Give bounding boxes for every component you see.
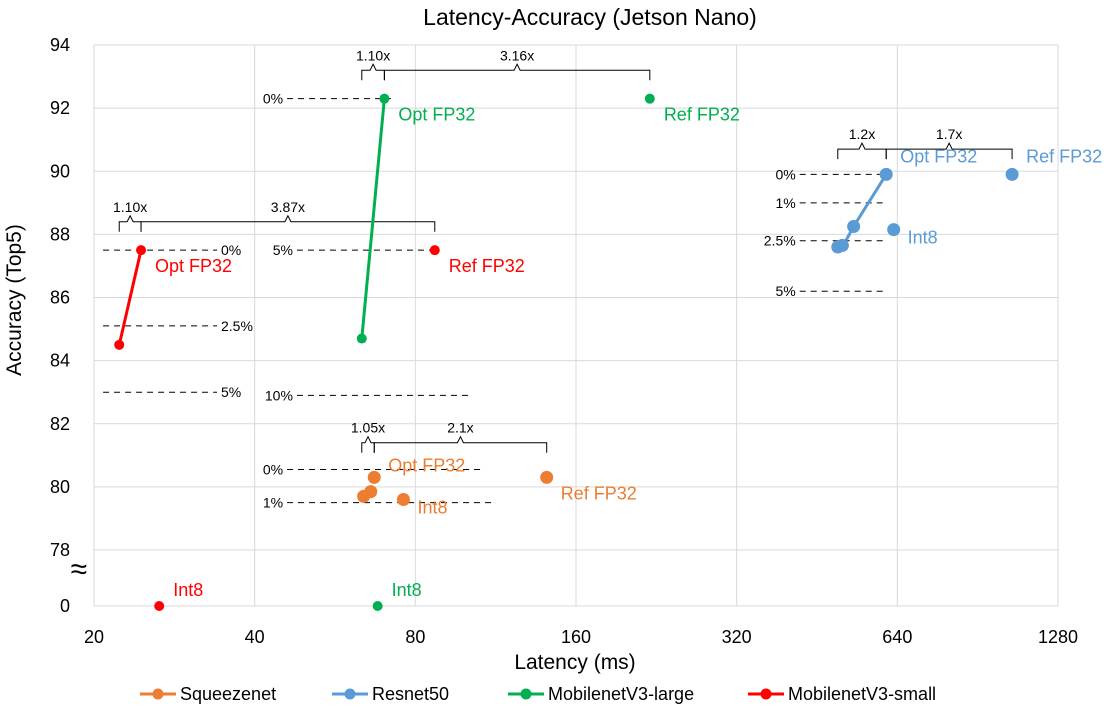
speedup-brace bbox=[885, 142, 1013, 160]
threshold-label: 2.5% bbox=[764, 233, 796, 249]
threshold-label: 0% bbox=[221, 242, 241, 258]
speedup-brace bbox=[361, 435, 375, 453]
y-tick-label: 80 bbox=[50, 477, 70, 497]
threshold-label: 0% bbox=[263, 462, 283, 478]
y-tick-label: 92 bbox=[50, 98, 70, 118]
y-axis-label: Accuracy (Top5) bbox=[3, 224, 26, 376]
point-label: Int8 bbox=[417, 498, 447, 518]
resnet50-point bbox=[1005, 167, 1019, 181]
x-tick-label: 640 bbox=[882, 627, 912, 647]
x-axis-label: Latency (ms) bbox=[514, 651, 635, 674]
x-tick-label: 160 bbox=[561, 627, 591, 647]
y-tick-label: 78 bbox=[50, 540, 70, 560]
speedup-brace bbox=[383, 63, 651, 81]
y-tick-label: 82 bbox=[50, 414, 70, 434]
speedup-brace bbox=[118, 214, 142, 232]
point-label: Ref FP32 bbox=[1026, 146, 1102, 166]
mobilenetv3-large-point bbox=[356, 333, 367, 344]
chart-title: Latency-Accuracy (Jetson Nano) bbox=[423, 4, 757, 30]
threshold-label: 0% bbox=[775, 166, 795, 182]
point-label: Int8 bbox=[908, 228, 938, 248]
x-tick-label: 20 bbox=[84, 627, 104, 647]
mobilenetv3-large-point bbox=[379, 93, 390, 104]
speedup-label: 1.05x bbox=[351, 420, 385, 436]
squeezenet-point bbox=[540, 470, 554, 484]
y-tick-label: 84 bbox=[50, 351, 70, 371]
threshold-label: 10% bbox=[265, 387, 293, 403]
legend-label: MobilenetV3-large bbox=[548, 684, 694, 704]
threshold-label: 5% bbox=[775, 283, 795, 299]
point-label: Opt FP32 bbox=[388, 455, 465, 475]
mobilenetv3-large-point bbox=[644, 93, 655, 104]
mobilenetv3-large-line bbox=[360, 98, 386, 339]
speedup-label: 1.10x bbox=[356, 47, 390, 63]
mobilenetv3-large-point bbox=[372, 601, 383, 611]
legend-swatch-marker bbox=[520, 688, 532, 700]
y-tick-label: 94 bbox=[50, 35, 70, 55]
legend-swatch-marker bbox=[152, 688, 164, 700]
threshold-label: 2.5% bbox=[221, 318, 253, 334]
speedup-label: 3.87x bbox=[271, 199, 305, 215]
x-tick-label: 80 bbox=[405, 627, 425, 647]
legend-label: Resnet50 bbox=[372, 684, 449, 704]
threshold-label: 0% bbox=[263, 91, 283, 107]
mobilenetv3-small-point bbox=[114, 339, 125, 350]
squeezenet-point bbox=[357, 489, 371, 503]
speedup-brace bbox=[140, 214, 436, 232]
resnet50-point bbox=[879, 167, 893, 181]
point-label: Int8 bbox=[392, 580, 422, 600]
point-label: Ref FP32 bbox=[664, 105, 740, 125]
speedup-label: 1.2x bbox=[849, 126, 875, 142]
speedup-brace bbox=[361, 63, 385, 81]
speedup-brace bbox=[837, 142, 887, 160]
mobilenetv3-small-point bbox=[429, 245, 440, 256]
threshold-label: 5% bbox=[221, 384, 241, 400]
speedup-label: 1.10x bbox=[113, 199, 147, 215]
speedup-label: 3.16x bbox=[500, 47, 534, 63]
mobilenetv3-small-point bbox=[154, 601, 165, 611]
threshold-label: 1% bbox=[775, 195, 795, 211]
threshold-label: 5% bbox=[273, 242, 293, 258]
resnet50-point bbox=[847, 219, 861, 233]
legend-swatch-marker bbox=[344, 688, 356, 700]
point-label: Opt FP32 bbox=[398, 105, 475, 125]
y-tick-label: 90 bbox=[50, 161, 70, 181]
axis-break-symbol: ≈ bbox=[71, 553, 87, 586]
squeezenet-point bbox=[396, 493, 410, 506]
point-label: Ref FP32 bbox=[449, 256, 525, 276]
point-label: Int8 bbox=[173, 580, 203, 600]
point-label: Opt FP32 bbox=[900, 146, 977, 166]
x-tick-label: 40 bbox=[245, 627, 265, 647]
point-label: Ref FP32 bbox=[561, 483, 637, 503]
speedup-label: 2.1x bbox=[447, 420, 473, 436]
mobilenetv3-small-line bbox=[117, 249, 143, 346]
y-tick-label: 88 bbox=[50, 224, 70, 244]
speedup-brace bbox=[373, 435, 548, 453]
resnet50-point bbox=[887, 223, 901, 237]
resnet50-point bbox=[835, 238, 849, 252]
legend-label: Squeezenet bbox=[180, 684, 276, 704]
threshold-label: 1% bbox=[263, 495, 283, 511]
legend-label: MobilenetV3-small bbox=[788, 684, 936, 704]
y-tick-label: 86 bbox=[50, 288, 70, 308]
x-tick-label: 1280 bbox=[1038, 627, 1078, 647]
y-tick-label-zero: 0 bbox=[60, 596, 70, 616]
x-tick-label: 320 bbox=[722, 627, 752, 647]
speedup-label: 1.7x bbox=[936, 126, 962, 142]
squeezenet-point bbox=[367, 470, 381, 484]
mobilenetv3-small-point bbox=[136, 245, 147, 256]
point-label: Opt FP32 bbox=[155, 256, 232, 276]
legend-swatch-marker bbox=[760, 688, 772, 700]
resnet50-line bbox=[841, 173, 888, 248]
